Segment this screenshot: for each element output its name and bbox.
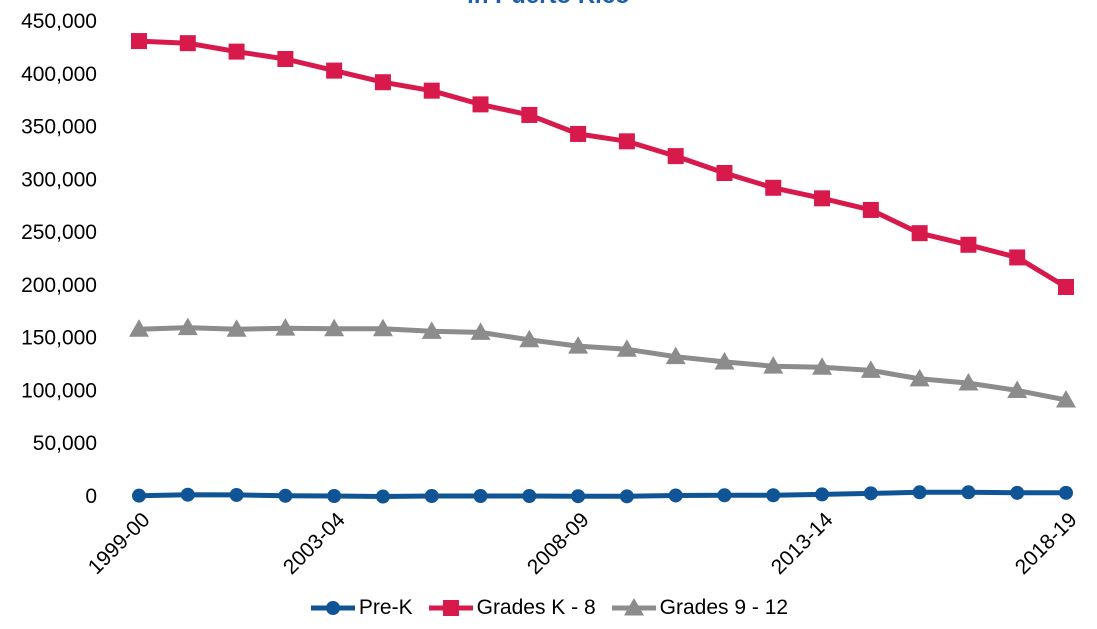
series-grades-k-8-point xyxy=(179,35,196,52)
legend-label: Grades K - 8 xyxy=(476,596,596,619)
legend-swatch xyxy=(310,601,355,615)
series-grades-9-12-point xyxy=(1007,380,1028,398)
series-grades-9-12-point xyxy=(665,346,686,365)
series-grades-9-12-point xyxy=(129,319,149,337)
series-grades-9-12-point xyxy=(372,318,393,337)
y-tick-label: 300,000 xyxy=(21,168,97,191)
legend-swatch xyxy=(428,600,473,616)
y-tick-label: 150,000 xyxy=(21,327,97,350)
y-tick-label: 400,000 xyxy=(21,63,97,86)
legend-label: Grades 9 - 12 xyxy=(659,596,789,619)
series-pre-k-point xyxy=(1059,485,1073,500)
series-grades-k-8-point xyxy=(716,165,733,181)
series-grades-9-12-point xyxy=(177,317,198,336)
x-tick-label: 2018-19 xyxy=(1011,508,1082,579)
series-grades-9-12-point xyxy=(616,339,637,357)
chart-title: in Puerto Rico xyxy=(0,0,1097,10)
series-grades-9-12-point xyxy=(470,322,491,340)
series-grades-k-8-point xyxy=(472,96,489,113)
series-pre-k-point xyxy=(766,488,781,503)
series-grades-k-8-point xyxy=(911,225,928,242)
y-tick-label: 200,000 xyxy=(21,274,97,297)
series-grades-9-12-point xyxy=(763,356,784,374)
series-pre-k-point xyxy=(717,488,732,503)
y-tick-label: 250,000 xyxy=(21,221,97,244)
y-tick-label: 50,000 xyxy=(33,432,97,455)
series-grades-k-8-point xyxy=(228,43,245,60)
series-line-grades-9-12 xyxy=(138,325,1067,403)
series-pre-k-point xyxy=(327,489,342,503)
x-tick-label: 2013-14 xyxy=(767,508,838,579)
series-grades-k-8-point xyxy=(570,125,587,142)
series-pre-k-point xyxy=(1010,485,1025,500)
series-pre-k-point xyxy=(912,485,927,500)
series-grades-k-8-point xyxy=(131,33,147,50)
series-pre-k-point xyxy=(522,489,537,503)
legend-point xyxy=(325,601,340,615)
series-grades-k-8-point xyxy=(765,179,782,196)
series-line-pre-k xyxy=(138,489,1066,499)
legend-item: Grades 9 - 12 xyxy=(610,596,788,620)
series-grades-9-12-point xyxy=(860,360,881,378)
y-tick-label: 0 xyxy=(85,485,97,508)
series-grades-9-12-point xyxy=(909,368,930,387)
series-grades-9-12-point xyxy=(421,321,442,339)
series-grades-9-12-point xyxy=(1056,389,1076,408)
series-pre-k-point xyxy=(229,487,244,502)
legend-point xyxy=(442,600,459,616)
y-tick-label: 100,000 xyxy=(21,379,97,402)
series-grades-k-8-point xyxy=(423,82,440,99)
series-grades-9-12-point xyxy=(519,329,540,348)
series-grades-k-8-point xyxy=(326,62,343,79)
series-grades-9-12-point xyxy=(226,319,247,337)
series-grades-9-12-point xyxy=(568,336,589,354)
series-grades-9-12-point xyxy=(324,318,345,337)
legend-item: Grades K - 8 xyxy=(427,596,596,620)
series-pre-k-point xyxy=(619,489,634,504)
series-grades-k-8-point xyxy=(667,148,684,165)
series-pre-k-point xyxy=(473,489,488,503)
series-pre-k-point xyxy=(278,488,293,503)
series-pre-k-point xyxy=(863,486,878,501)
series-grades-9-12-point xyxy=(275,318,296,336)
series-grades-9-12-point xyxy=(958,373,979,391)
chart-legend: Pre-K Grades K - 8 Grades 9 - 12 xyxy=(0,596,1097,620)
legend-point xyxy=(623,598,644,616)
series-pre-k-point xyxy=(375,489,390,504)
series-pre-k-point xyxy=(180,487,195,502)
series-grades-k-8-point xyxy=(277,51,294,67)
series-grades-k-8-point xyxy=(1009,249,1026,266)
series-grades-9-12-point xyxy=(714,351,735,370)
series-line-grades-k-8 xyxy=(138,38,1068,290)
series-pre-k-point xyxy=(571,489,586,504)
y-tick-label: 450,000 xyxy=(21,10,97,33)
series-grades-9-12-point xyxy=(812,357,833,375)
legend-item: Pre-K xyxy=(309,596,413,620)
series-pre-k-point xyxy=(424,489,439,503)
series-grades-k-8-point xyxy=(960,236,977,253)
series-pre-k-point xyxy=(961,485,976,500)
x-tick-label: 2008-09 xyxy=(523,508,594,579)
series-grades-k-8-point xyxy=(814,190,831,207)
series-pre-k-point xyxy=(815,487,830,502)
legend-swatch xyxy=(611,598,656,616)
x-tick-label: 1999-00 xyxy=(84,508,155,579)
series-grades-k-8-point xyxy=(374,74,391,91)
series-pre-k-point xyxy=(668,488,683,503)
series-grades-k-8-point xyxy=(521,106,538,123)
x-tick-label: 2003-04 xyxy=(279,508,350,579)
series-grades-k-8-point xyxy=(862,201,879,218)
legend-label: Pre-K xyxy=(358,596,413,619)
series-pre-k-point xyxy=(132,488,146,503)
y-tick-label: 350,000 xyxy=(21,116,97,139)
series-grades-k-8-point xyxy=(1058,279,1074,295)
series-grades-k-8-point xyxy=(618,133,635,150)
